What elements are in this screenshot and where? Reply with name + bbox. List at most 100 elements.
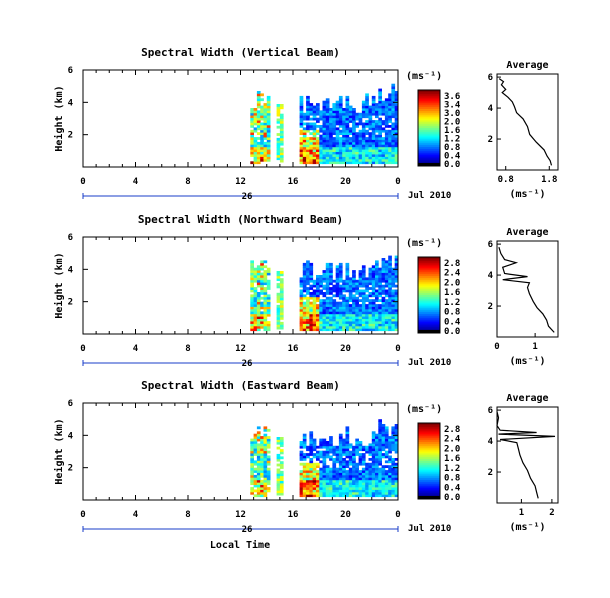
- heatmap-cell: [312, 134, 317, 138]
- heatmap-cell: [319, 129, 323, 133]
- heatmap-cell: [309, 117, 314, 121]
- heatmap-cell: [250, 151, 254, 155]
- heatmap-cell: [260, 156, 264, 160]
- heatmap-cell: [263, 489, 268, 493]
- heatmap-cell: [302, 139, 307, 143]
- heatmap-cell: [260, 117, 264, 121]
- heatmap-cell: [299, 318, 304, 322]
- heatmap-cell: [279, 287, 284, 291]
- heatmap-cell: [394, 93, 399, 97]
- heatmap-cell: [316, 458, 320, 461]
- heatmap-cell: [325, 441, 330, 444]
- heatmap-cell: [368, 108, 373, 111]
- heatmap-cell: [306, 98, 310, 102]
- heatmap-cell: [309, 489, 314, 493]
- heatmap-cell: [250, 134, 254, 138]
- heatmap-cell: [335, 445, 340, 449]
- heatmap-cell: [375, 294, 379, 298]
- heatmap-cell: [355, 472, 359, 476]
- heatmap-cell: [306, 137, 310, 140]
- heatmap-cell: [279, 492, 284, 496]
- heatmap-cell: [279, 441, 284, 445]
- heatmap-cell: [355, 462, 359, 466]
- heatmap-cell: [266, 132, 271, 135]
- heatmap-cell: [345, 262, 350, 266]
- heatmap-cell: [329, 458, 333, 461]
- heatmap-cell: [375, 465, 379, 468]
- heatmap-cell: [325, 474, 330, 478]
- heatmap-cell: [263, 125, 268, 128]
- heatmap-cell: [371, 477, 376, 481]
- heatmap-cell: [332, 154, 337, 157]
- heatmap-cell: [384, 108, 389, 111]
- heatmap-cell: [345, 137, 350, 140]
- heatmap-cell: [371, 325, 376, 329]
- heatmap-cell: [306, 479, 310, 483]
- heatmap-cell: [348, 127, 353, 131]
- heatmap-cell: [250, 139, 254, 143]
- heatmap-cell: [391, 308, 396, 312]
- y-tick-label: 2: [68, 298, 73, 308]
- heatmap-cell: [378, 272, 382, 276]
- heatmap-cell: [335, 122, 340, 126]
- heatmap-cell: [348, 450, 353, 454]
- heatmap-cell: [375, 141, 379, 145]
- colorbar-floor: [418, 330, 440, 333]
- heatmap-cell: [394, 431, 399, 435]
- heatmap-cell: [388, 313, 392, 317]
- heatmap-cell: [302, 115, 307, 119]
- heatmap-cell: [358, 272, 363, 276]
- heatmap-cell: [256, 482, 261, 485]
- heatmap-cell: [309, 272, 314, 276]
- heatmap-cell: [329, 304, 333, 307]
- heatmap-cell: [253, 445, 258, 449]
- heatmap-cell: [279, 113, 284, 117]
- heatmap-cell: [394, 289, 399, 293]
- heatmap-cell: [325, 270, 330, 273]
- heatmap-cell: [322, 110, 327, 114]
- heatmap-cell: [325, 470, 330, 473]
- heatmap-cell: [355, 146, 359, 150]
- colorbar-swatch: [418, 109, 440, 112]
- heatmap-cell: [266, 306, 271, 310]
- heatmap-cell: [352, 462, 356, 466]
- heatmap-cell: [263, 117, 268, 121]
- heatmap-cell: [312, 308, 317, 312]
- heatmap-cell: [276, 137, 281, 141]
- colorbar-tick-label: 1.6: [444, 454, 460, 464]
- heatmap-cell: [322, 115, 327, 119]
- heatmap-cell: [381, 139, 386, 143]
- heatmap-cell: [394, 144, 399, 148]
- heatmap-cell: [306, 323, 310, 327]
- heatmap-cell: [361, 470, 366, 473]
- heatmap-cell: [279, 283, 284, 286]
- heatmap-cell: [381, 321, 386, 324]
- heatmap-cell: [309, 154, 314, 157]
- heatmap-cell: [263, 453, 268, 456]
- heatmap-cell: [361, 125, 366, 128]
- heatmap-cell: [378, 98, 382, 102]
- heatmap-cell: [329, 267, 333, 271]
- heatmap-cell: [348, 161, 353, 165]
- heatmap-cell: [375, 433, 379, 437]
- colorbar-swatch: [418, 101, 440, 104]
- heatmap-cell: [338, 472, 343, 476]
- heatmap-cell: [266, 117, 271, 121]
- heatmap-cell: [348, 117, 353, 121]
- heatmap-cell: [342, 325, 346, 329]
- heatmap-cell: [260, 262, 264, 266]
- heatmap-cell: [260, 272, 264, 276]
- heatmap-cell: [375, 472, 379, 476]
- heatmap-cell: [352, 450, 356, 454]
- heatmap-cell: [253, 267, 258, 271]
- heatmap-cell: [263, 445, 268, 449]
- colorbar-swatch: [418, 283, 440, 286]
- heatmap-cell: [279, 271, 284, 274]
- heatmap-cell: [332, 120, 337, 123]
- heatmap-cell: [391, 105, 396, 109]
- heatmap-cell: [365, 484, 369, 488]
- heatmap-cell: [345, 161, 350, 165]
- heatmap-cell: [381, 267, 386, 271]
- heatmap-cell: [279, 304, 284, 308]
- colorbar-swatch: [418, 137, 440, 140]
